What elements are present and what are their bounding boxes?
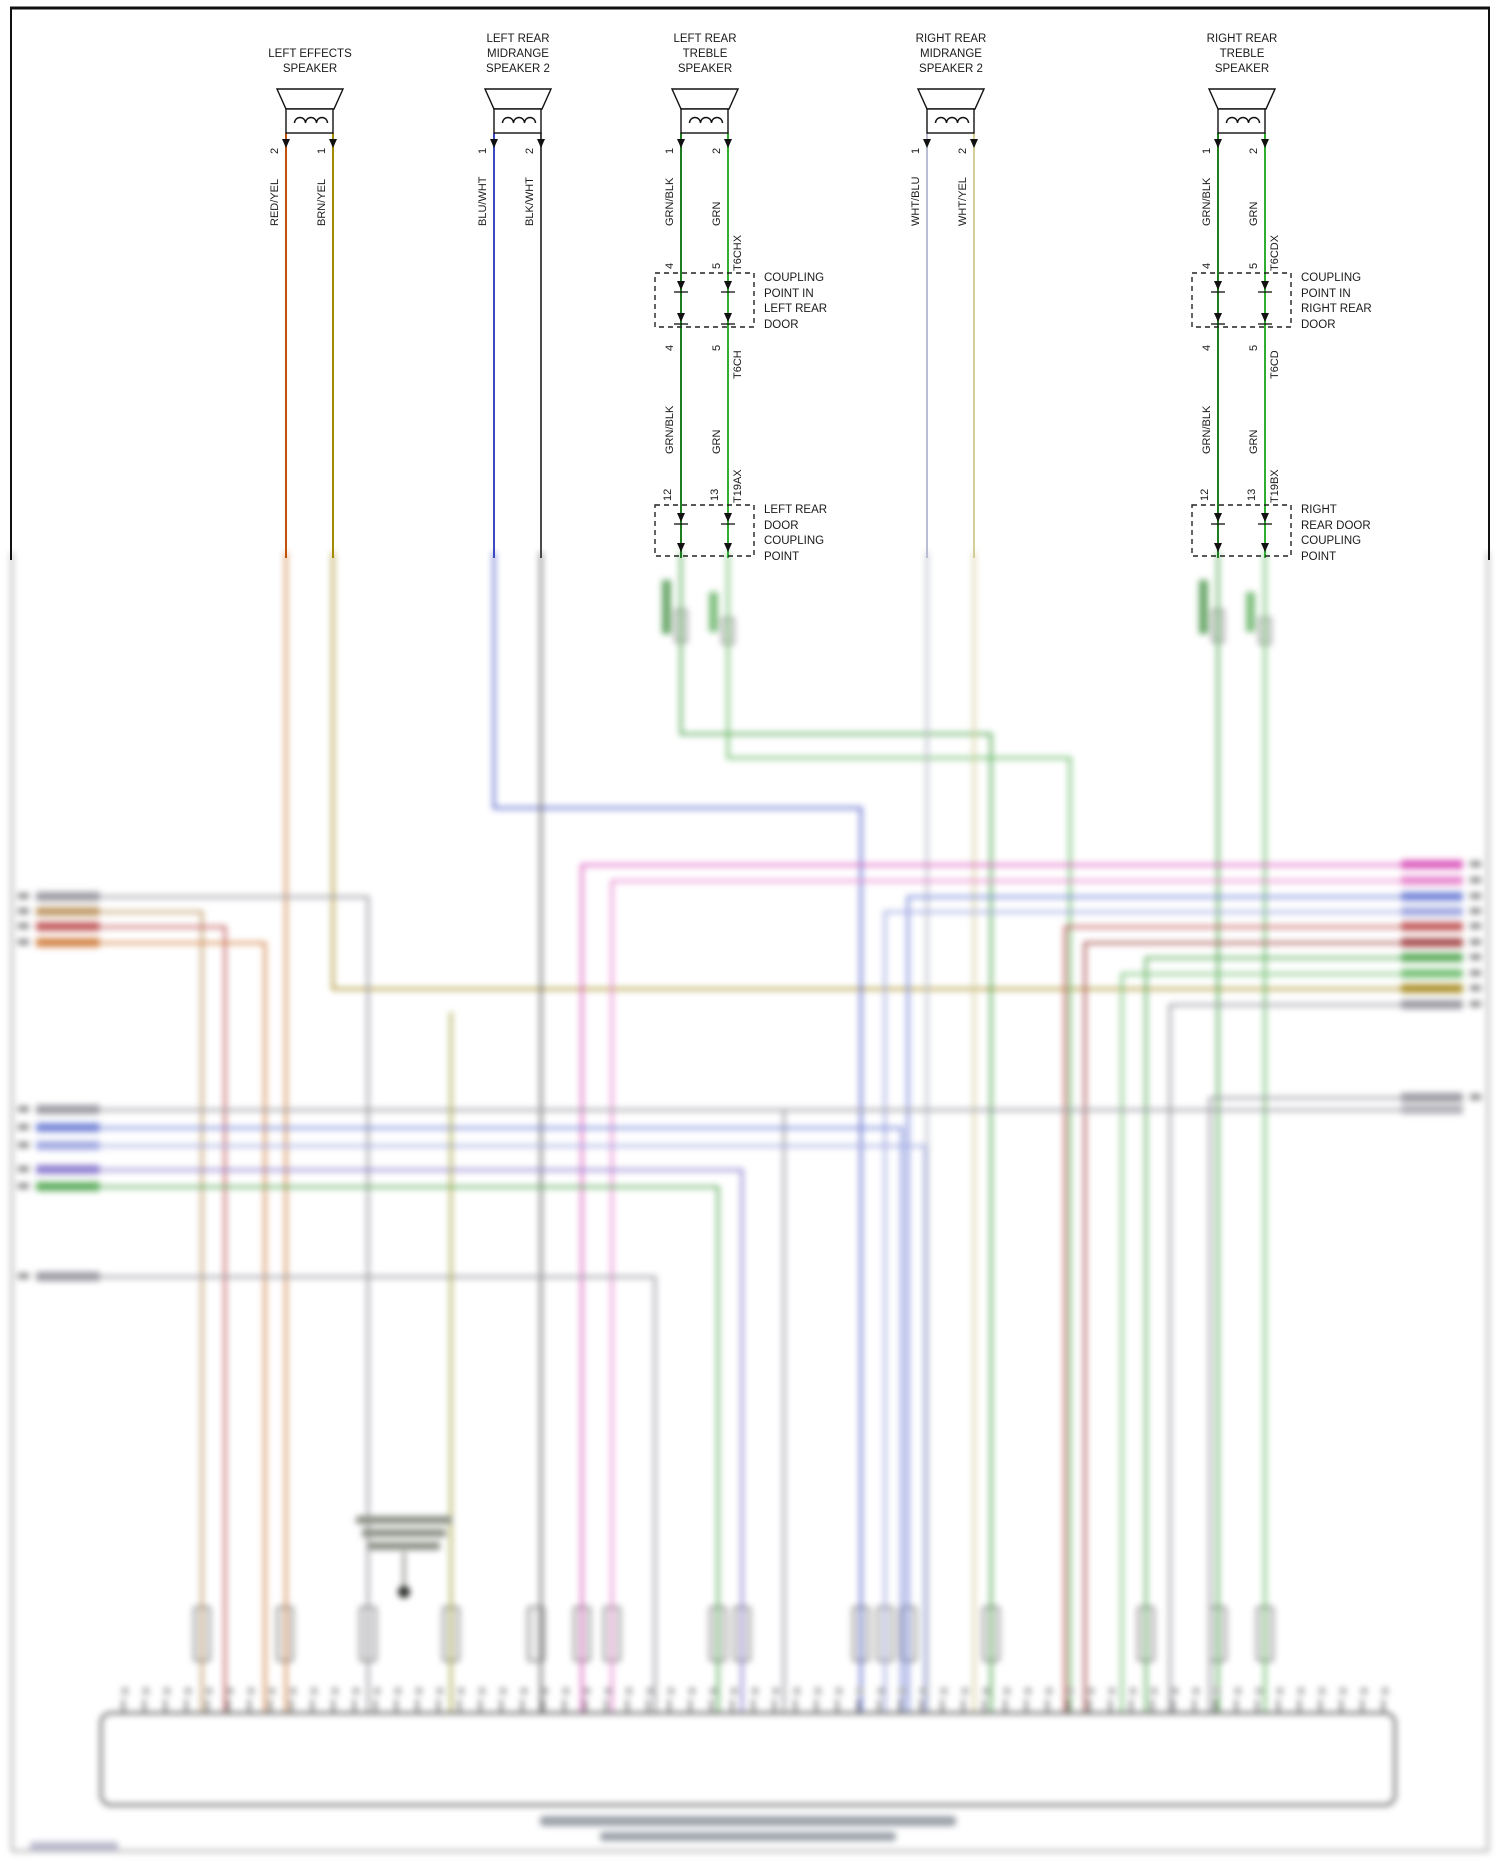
wire-label: GRN/BLK [1201, 405, 1213, 454]
wire-label: GRN [711, 201, 723, 226]
pin-number: 12 [662, 488, 674, 501]
speaker-title-right-rear-treble: RIGHT REAR TREBLE SPEAKER [1206, 33, 1278, 75]
pin-number: 1 [477, 147, 489, 154]
wire-label: BRN/YEL [316, 178, 328, 226]
coupling-box-upper-left [654, 272, 755, 328]
speaker-title-left-effects: LEFT EFFECTS SPEAKER [268, 48, 352, 75]
coupling-box-upper-right [1191, 272, 1292, 328]
blurred-ground-note [356, 1516, 452, 1598]
pin-number: 2 [269, 147, 281, 154]
pin-number: 1 [316, 147, 328, 154]
speaker-title-right-rear-midrange-2: RIGHT REAR MIDRANGE SPEAKER 2 [915, 33, 987, 75]
coupling-note: RIGHT REAR DOOR COUPLING POINT [1301, 504, 1371, 563]
pin-number: 4 [1201, 344, 1213, 351]
wire-label: GRN [1248, 201, 1260, 226]
wire-label: WHT/YEL [957, 177, 969, 226]
pin-number: 1 [910, 147, 922, 154]
pin-number: 4 [1201, 262, 1213, 269]
speaker-symbol-right-rear-treble [1191, 88, 1292, 558]
pin-number: 2 [1248, 147, 1260, 154]
speaker-title-left-rear-treble: LEFT REAR TREBLE SPEAKER [673, 33, 737, 75]
connector-label: T19BX [1269, 469, 1281, 503]
speaker-symbol-left-rear-midrange-2 [483, 88, 553, 558]
pin-number: 5 [1248, 262, 1260, 269]
pin-number: 5 [711, 262, 723, 269]
wire-label: GRN/BLK [664, 177, 676, 226]
speaker-title-left-rear-midrange-2: LEFT REAR MIDRANGE SPEAKER 2 [486, 33, 550, 75]
pin-number: 5 [1248, 344, 1260, 351]
pin-number: 4 [664, 262, 676, 269]
speaker-symbol-left-rear-treble [654, 88, 755, 558]
coupling-note: COUPLING POINT IN LEFT REAR DOOR [764, 272, 828, 331]
wire-label: WHT/BLU [910, 176, 922, 227]
blurred-left-labels [18, 892, 100, 1281]
pin-number: 5 [711, 344, 723, 351]
wire-label: GRN/BLK [664, 405, 676, 454]
blurred-inline-connectors [193, 1606, 1274, 1662]
wire-label: BLK/WHT [524, 177, 536, 226]
pin-number: 2 [711, 147, 723, 154]
diagram-linework [10, 6, 1490, 560]
coupling-note: COUPLING POINT IN RIGHT REAR DOOR [1301, 272, 1372, 331]
pin-number: 2 [957, 147, 969, 154]
coupling-note: LEFT REAR DOOR COUPLING POINT [764, 504, 828, 563]
blurred-watermark [30, 1842, 118, 1851]
pin-number: 4 [664, 344, 676, 351]
pin-number: 2 [524, 147, 536, 154]
coupling-box-lower-right [1191, 504, 1292, 557]
pin-number: 1 [1201, 147, 1213, 154]
blurred-wire-runs [101, 552, 1401, 1713]
pin-number: 13 [709, 488, 721, 501]
connector-label: T6CD [1269, 350, 1281, 379]
connector-label: T6CHX [732, 234, 744, 271]
blurred-right-labels [1401, 860, 1481, 1114]
wire-label: GRN/BLK [1201, 177, 1213, 226]
connector-label: T19AX [732, 469, 744, 503]
pin-number: 1 [664, 147, 676, 154]
wire-label: BLU/WHT [477, 176, 489, 227]
speaker-symbol-left-effects [275, 88, 345, 558]
wire-label: GRN [1248, 429, 1260, 454]
pin-number: 12 [1199, 488, 1211, 501]
blurred-control-module [99, 1687, 1397, 1841]
wire-label: RED/YEL [269, 178, 281, 226]
blurred-door-connector-stubs [662, 580, 1272, 645]
coupling-box-lower-left [654, 504, 755, 557]
pin-number: 13 [1246, 488, 1258, 501]
connector-label: T6CH [732, 350, 744, 379]
speaker-symbol-right-rear-midrange-2 [916, 88, 986, 558]
wire-label: GRN [711, 429, 723, 454]
connector-label: T6CDX [1269, 234, 1281, 271]
